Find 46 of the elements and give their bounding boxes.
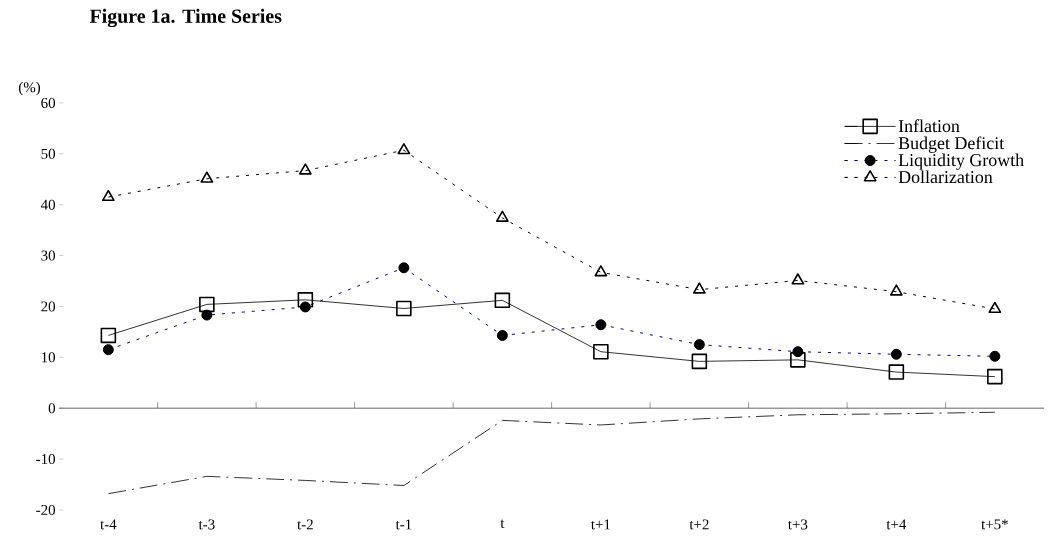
point [494, 292, 511, 309]
point [791, 273, 805, 285]
x-tick-label: t+5* [981, 519, 1008, 530]
point [199, 296, 215, 313]
y-tick-label: 50 [41, 148, 56, 159]
y-tick-label: -20 [36, 504, 56, 515]
legend-label: Dollarization [898, 170, 993, 184]
x-tick-label: t+1 [590, 519, 610, 530]
x-tick-label: t-2 [297, 519, 313, 530]
legend-label: Budget Deficit [898, 136, 1005, 153]
point [397, 142, 411, 155]
point [692, 282, 706, 294]
chart-title: Figure 1a. Time Series [89, 8, 282, 28]
x-tick-label: t+2 [689, 519, 709, 530]
point [396, 300, 412, 317]
x-tick-label: t [500, 519, 505, 528]
point [101, 189, 115, 202]
point [790, 352, 806, 368]
legend-label: Liquidity Growth [898, 153, 1024, 170]
legend-label: Inflation [898, 119, 960, 133]
x-tick-label: t-4 [100, 519, 117, 530]
point [100, 327, 117, 344]
point [495, 210, 509, 222]
y-tick-label: 20 [41, 301, 56, 312]
y-tick-label: 60 [41, 97, 56, 108]
x-tick-label: t-3 [198, 519, 215, 530]
x-tick-label: t+3 [787, 519, 808, 530]
point [889, 284, 903, 296]
point [594, 265, 608, 277]
y-tick-label: 10 [41, 352, 56, 363]
line-series [107, 411, 996, 495]
y-tick-label: 0 [48, 403, 56, 414]
point [988, 301, 1002, 314]
point [987, 368, 1003, 385]
x-tick-label: t+4 [886, 519, 907, 530]
y-tick-label: 40 [40, 199, 56, 210]
x-tick-label: t-1 [395, 519, 412, 530]
y-tick-label: -10 [36, 454, 56, 465]
point [691, 353, 708, 370]
y-tick-label: 30 [41, 250, 56, 261]
point [298, 163, 312, 175]
y-axis-title: (%) [18, 81, 41, 96]
point [200, 171, 214, 183]
point [297, 292, 314, 308]
point [888, 364, 905, 380]
point [593, 343, 609, 360]
